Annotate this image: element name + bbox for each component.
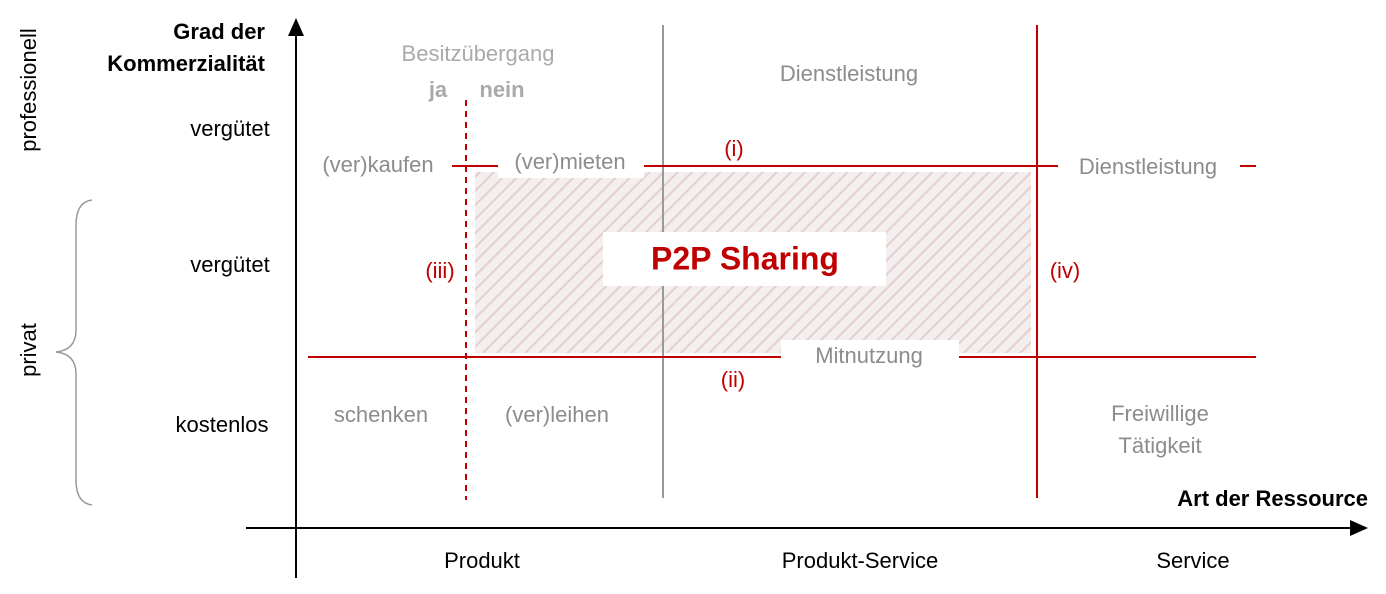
boundary-label: (iv) — [1050, 258, 1081, 283]
y-group: professionell — [16, 28, 41, 152]
ownership-label: Besitzübergang — [402, 41, 555, 66]
boundary-label: (ii) — [721, 367, 745, 392]
x-category: Produkt — [444, 548, 520, 573]
cell-label: Freiwillige — [1111, 401, 1209, 426]
cell-label: Dienstleistung — [1079, 154, 1217, 179]
y-level: kostenlos — [176, 412, 269, 437]
cell-label: Tätigkeit — [1118, 433, 1201, 458]
boundary-label: (iii) — [425, 258, 454, 283]
ownership-yes: ja — [428, 77, 448, 102]
y-axis-title: Kommerzialität — [107, 51, 265, 76]
label-bg — [781, 340, 959, 374]
x-axis-title: Art der Ressource — [1177, 486, 1368, 511]
x-category: Service — [1156, 548, 1229, 573]
cell-label: schenken — [334, 402, 428, 427]
cell-label: Mitnutzung — [815, 343, 923, 368]
cell-label: (ver)mieten — [514, 149, 625, 174]
boundary-label: (i) — [724, 136, 744, 161]
y-level: vergütet — [190, 116, 270, 141]
highlight-label: P2P Sharing — [651, 240, 839, 276]
cell-label: (ver)kaufen — [322, 152, 433, 177]
brace — [55, 199, 93, 506]
ownership-no: nein — [479, 77, 524, 102]
cell-label: Dienstleistung — [780, 61, 918, 86]
cell-label: (ver)leihen — [505, 402, 609, 427]
x-category: Produkt-Service — [782, 548, 939, 573]
label-bg — [498, 148, 644, 178]
y-level: vergütet — [190, 252, 270, 277]
y-axis-title: Grad der — [173, 19, 265, 44]
label-bg — [603, 232, 886, 286]
label-bg — [1058, 152, 1240, 182]
y-group: privat — [16, 323, 41, 377]
